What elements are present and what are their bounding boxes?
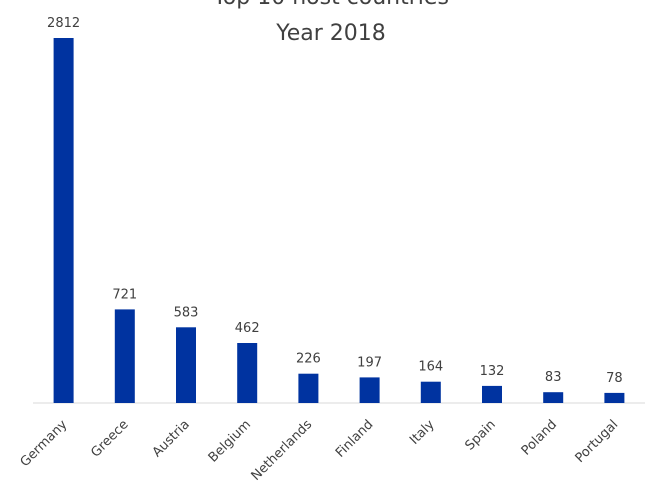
bars [53,38,625,403]
bar-italy [420,381,441,403]
bar-finland [359,377,380,403]
bar-greece [114,309,135,403]
data-label-germany: 2812 [47,16,80,31]
bar-austria [176,327,196,403]
x-tick-label-portugal: Portugal [573,417,622,466]
x-tick-label-italy: Italy [407,417,438,448]
x-tick-label-finland: Finland [333,417,376,460]
data-label-italy: 164 [418,360,443,375]
x-tick-label-netherlands: Netherlands [249,417,316,484]
x-tick-label-germany: Germany [18,417,71,470]
data-label-netherlands: 226 [296,352,321,367]
bar-portugal [604,392,625,403]
bar-spain [482,385,502,403]
bar-germany [53,38,74,403]
x-tick-label-belgium: Belgium [206,417,254,465]
x-tick-label-spain: Spain [463,417,499,453]
chart-subtitle: Year 2018 [275,21,386,46]
bar-netherlands [298,373,319,403]
x-tick-label-greece: Greece [88,417,131,460]
data-labels: 2812 721 583 462 226 197 164 132 83 78 [47,16,623,386]
data-label-austria: 583 [174,305,199,320]
bar-poland [543,392,564,403]
x-tick-label-poland: Poland [519,417,560,458]
chart-title: Top 10 host countries [212,0,449,10]
data-label-belgium: 462 [235,321,260,336]
x-tick-label-austria: Austria [150,417,193,460]
data-label-greece: 721 [112,287,137,302]
data-label-finland: 197 [357,355,382,370]
data-label-poland: 83 [545,370,562,385]
data-label-spain: 132 [480,364,505,379]
data-label-portugal: 78 [606,371,623,386]
bar-belgium [237,343,258,403]
